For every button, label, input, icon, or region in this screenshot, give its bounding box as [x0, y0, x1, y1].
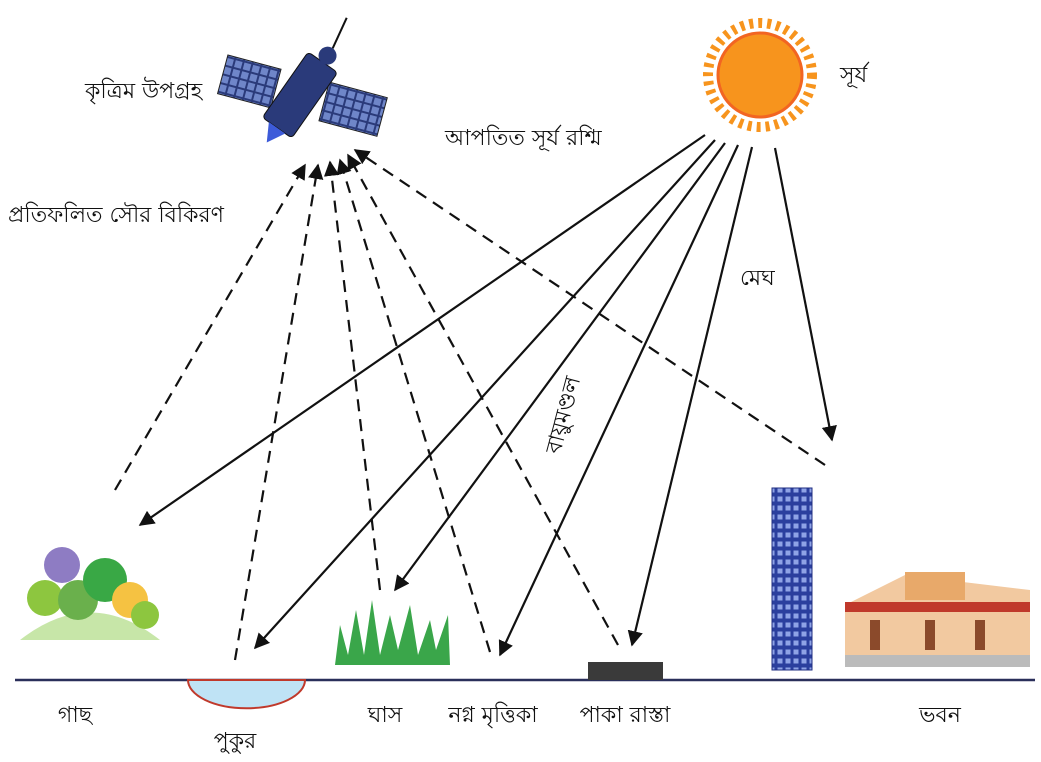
incident-ray	[395, 143, 725, 590]
reflected-ray	[355, 150, 825, 465]
reflected-ray	[235, 165, 318, 660]
tower	[772, 488, 812, 670]
atmosphere-label: বায়ুমণ্ডল	[541, 373, 586, 457]
satellite-label: কৃত্রিম উপগ্রহ	[84, 77, 204, 104]
reflected-label: প্রতিফলিত সৌর বিকিরণ	[8, 202, 225, 228]
pond	[188, 680, 305, 708]
house	[845, 572, 1030, 667]
grass	[335, 600, 450, 665]
incident-ray	[775, 148, 832, 440]
cloud-label: মেঘ	[740, 266, 775, 291]
remote-sensing-diagram: কৃত্রিম উপগ্রহ সূর্য আপতিত সূর্য রশ্মি প…	[0, 0, 1041, 762]
incident-ray	[632, 147, 752, 645]
trees	[20, 547, 160, 640]
surface-label: ঘাস	[367, 703, 403, 728]
incident-ray	[140, 135, 705, 525]
surface-label: পুকুর	[214, 729, 257, 754]
road	[588, 662, 663, 680]
sun-label: সূর্য	[839, 61, 870, 88]
surface-label: পাকা রাস্তা	[580, 703, 671, 728]
incident-label: আপতিত সূর্য রশ্মি	[444, 124, 602, 151]
incident-ray	[255, 140, 715, 648]
surface-label: নগ্ন মৃত্তিকা	[447, 702, 538, 728]
sun	[708, 23, 812, 127]
satellite	[200, 0, 423, 192]
surface-label: গাছ	[58, 703, 94, 728]
surface-label: ভবন	[918, 703, 962, 728]
reflected-ray	[340, 160, 490, 652]
